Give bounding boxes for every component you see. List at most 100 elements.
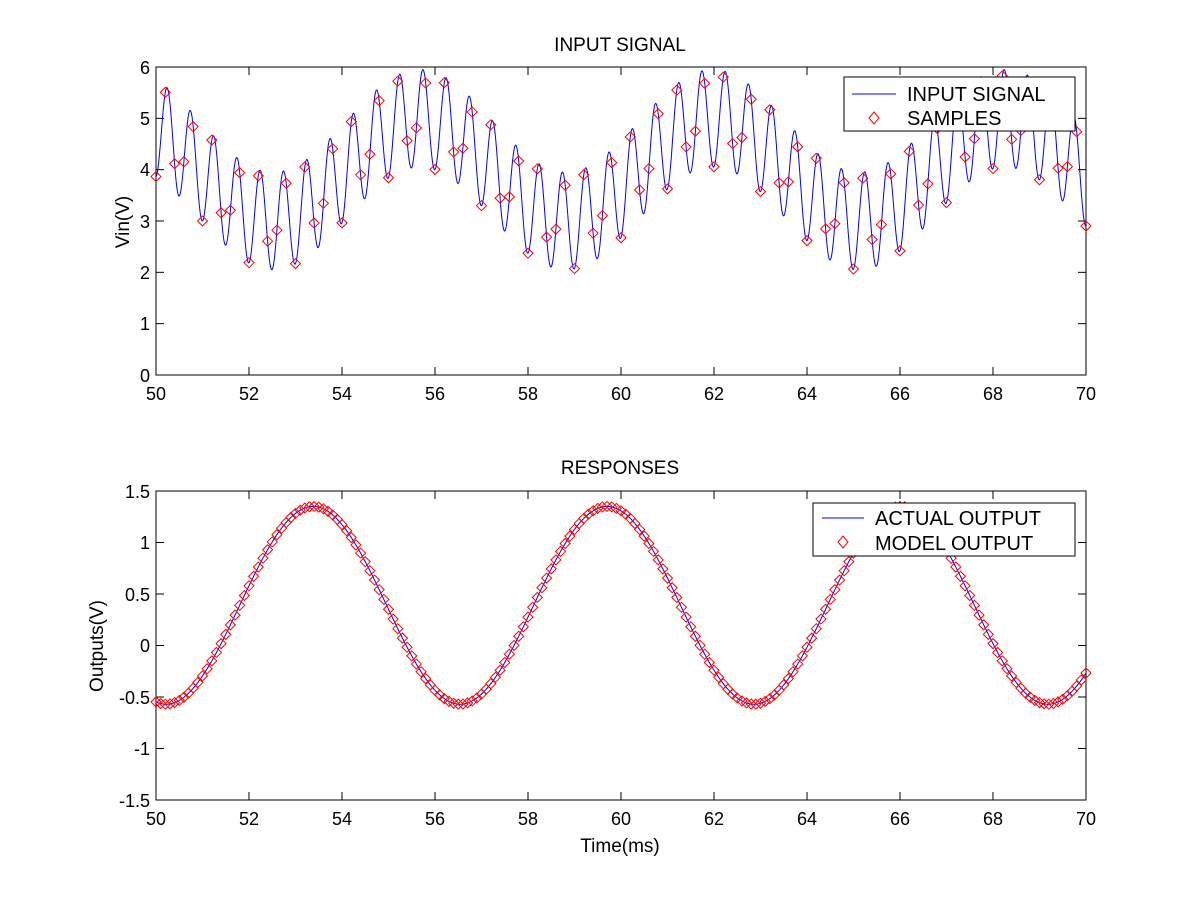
model-output-marker (740, 697, 753, 709)
input-signal-line (155, 68, 1087, 271)
x-tick-label: 50 (146, 384, 166, 404)
model-output-marker (517, 621, 530, 633)
model-output-marker (652, 554, 664, 566)
model-output-marker (643, 537, 655, 550)
sample-marker (522, 247, 534, 259)
sample-marker (959, 151, 971, 163)
y-tick-label: 3 (140, 212, 150, 232)
model-output-marker (373, 583, 385, 596)
sample-marker (587, 227, 599, 239)
sample-marker (401, 135, 413, 147)
model-output-marker (968, 599, 981, 612)
x-tick-label: 64 (797, 809, 817, 829)
sample-marker (801, 234, 813, 247)
model-output-marker (633, 523, 646, 536)
sample-marker (689, 125, 702, 137)
model-output-marker (266, 536, 278, 548)
sample-marker (447, 146, 460, 158)
model-output-marker (731, 692, 743, 704)
x-tick-label: 54 (332, 384, 352, 404)
sample-marker (754, 185, 767, 198)
sample-marker (922, 178, 934, 190)
legend: INPUT SIGNAL SAMPLES (843, 76, 1076, 132)
sample-marker (373, 95, 385, 107)
x-tick-label: 50 (146, 809, 166, 829)
model-output-marker (680, 611, 692, 623)
model-output-marker (382, 603, 395, 615)
model-output-marker (819, 603, 832, 615)
sample-marker (438, 77, 451, 89)
model-output-marker (1033, 696, 1046, 709)
y-axis-label: Vin(V) (113, 196, 134, 248)
sample-marker (782, 176, 795, 188)
model-output-marker (1080, 667, 1092, 679)
sample-marker (903, 145, 916, 158)
sample-marker (503, 191, 516, 203)
sample-marker (289, 257, 302, 270)
model-output-marker (596, 501, 609, 513)
sample-marker (698, 77, 711, 90)
model-output-marker (712, 671, 725, 684)
sample-marker (382, 172, 395, 184)
model-output-marker (996, 655, 1009, 667)
model-output-marker (154, 697, 167, 710)
model-output-marker (368, 574, 381, 586)
sample-marker (224, 204, 237, 216)
sample-marker (857, 172, 869, 184)
x-axis-label: Time(ms) (580, 836, 660, 857)
sample-marker (838, 177, 850, 189)
model-output-marker (592, 502, 604, 515)
model-output-marker (698, 648, 711, 660)
model-output-marker (350, 539, 362, 551)
sample-marker (457, 142, 469, 154)
sample-marker (791, 141, 804, 153)
sample-marker (866, 233, 878, 246)
model-output-marker (415, 665, 427, 678)
model-output-marker (647, 545, 660, 558)
legend-label: INPUT SIGNAL (907, 84, 1046, 106)
model-output-marker (694, 639, 706, 652)
y-tick-label: 4 (140, 160, 150, 180)
model-output-marker (726, 688, 739, 700)
model-output-marker (778, 679, 790, 691)
model-output-marker (406, 650, 418, 662)
legend: ACTUAL OUTPUT MODEL OUTPUT (812, 502, 1076, 557)
sample-marker (168, 158, 181, 170)
y-tick-label: 1.5 (125, 482, 150, 502)
model-output-marker (1070, 680, 1083, 692)
sample-marker (633, 184, 646, 196)
model-output-marker (685, 621, 697, 633)
model-output-marker (531, 591, 544, 604)
sample-marker (271, 224, 283, 236)
model-output-marker (982, 628, 995, 641)
model-output-marker (340, 525, 353, 537)
model-output-marker (215, 637, 227, 650)
sample-marker (671, 84, 683, 96)
model-output-marker (554, 545, 567, 558)
x-tick-label: 62 (704, 809, 724, 829)
model-output-marker (387, 613, 399, 625)
model-output-marker (308, 500, 320, 513)
model-output-marker (1061, 690, 1074, 702)
model-output-marker (708, 664, 720, 676)
model-output-marker (787, 665, 799, 678)
sample-marker (187, 120, 199, 133)
responses-chart: RESPONSES Outputs(V) Time(ms) 50 52 54 5… (87, 458, 1096, 857)
model-output-marker (173, 694, 185, 707)
model-output-marker (810, 622, 823, 635)
model-output-marker (745, 698, 757, 710)
model-output-marker (233, 599, 246, 612)
model-output-marker (991, 646, 1004, 659)
x-tick-label: 68 (983, 809, 1003, 829)
legend-label: MODEL OUTPUT (875, 533, 1033, 555)
model-output-marker (271, 529, 283, 541)
sample-marker (494, 192, 506, 204)
sample-marker (1052, 162, 1064, 174)
x-tick-labels: 50 52 54 56 58 60 62 64 66 68 70 (146, 384, 1096, 404)
model-output-marker (754, 697, 767, 709)
sample-marker (987, 162, 999, 175)
model-output-marker (1052, 696, 1064, 708)
x-tick-label: 56 (425, 809, 445, 829)
x-tick-label: 68 (983, 384, 1003, 404)
model-output-marker (159, 698, 172, 710)
